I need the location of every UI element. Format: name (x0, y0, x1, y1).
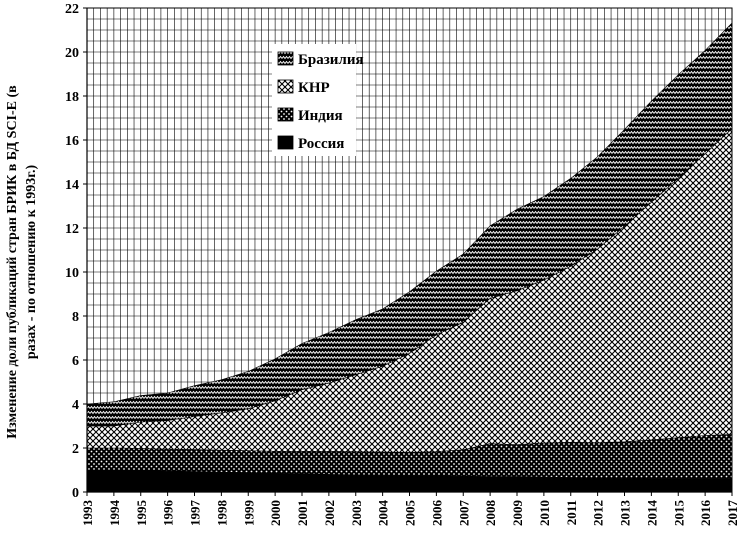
x-tick-label: 2016 (698, 500, 713, 527)
x-tick-label: 1996 (161, 500, 176, 527)
x-tick-label: 1998 (214, 500, 229, 527)
x-tick-label: 2004 (376, 500, 391, 527)
x-tick-label: 2001 (295, 500, 310, 526)
legend-label-russia: Россия (298, 136, 344, 152)
x-tick-label: 2017 (725, 500, 738, 527)
x-tick-label: 1999 (241, 500, 256, 527)
x-tick-label: 2014 (644, 500, 659, 527)
x-tick-label: 2009 (510, 500, 525, 527)
y-tick-label: 14 (65, 178, 79, 193)
legend-label-brazil: Бразилия (298, 52, 364, 68)
area-layer (86, 22, 733, 493)
x-tick-label: 1995 (134, 500, 149, 527)
x-tick-label: 2002 (322, 500, 337, 526)
legend-swatch-china (277, 79, 294, 94)
legend: Бразилия КНР Индия Россия (272, 44, 364, 156)
y-tick-label: 8 (72, 310, 79, 325)
x-tick-label: 2007 (456, 500, 471, 527)
legend-swatch-brazil (277, 51, 294, 66)
y-tick-label: 2 (72, 442, 79, 457)
x-tick-label: 2006 (429, 500, 444, 527)
x-tick-label: 2011 (564, 500, 579, 525)
y-tick-label: 20 (65, 46, 79, 61)
y-tick-label: 6 (72, 354, 79, 369)
x-tick-label: 2012 (591, 500, 606, 526)
x-tick-label: 2003 (349, 500, 364, 527)
x-tick-label: 2000 (268, 500, 283, 526)
x-tick-labels: 1993 1994 1995 1996 1997 1998 1999 2000 2001 2002… (80, 492, 738, 526)
y-tick-label: 12 (65, 222, 79, 237)
y-tick-label: 22 (65, 2, 79, 17)
x-tick-label: 2008 (483, 500, 498, 527)
y-tick-label: 10 (65, 266, 79, 281)
y-tick-label: 16 (65, 134, 79, 149)
y-axis-label: Изменение доли публикаций стран БРИК в Б… (5, 85, 20, 439)
y-axis-label-line-2: разах - по отношению к 1993г.) (24, 165, 39, 360)
y-tick-label: 4 (72, 398, 79, 413)
x-tick-label: 2010 (537, 500, 552, 526)
legend-swatch-india (277, 107, 294, 122)
x-tick-label: 2015 (671, 500, 686, 527)
x-tick-label: 1994 (107, 500, 122, 527)
legend-label-india: Индия (298, 108, 343, 124)
y-tick-labels: 0 2 4 6 8 10 12 14 16 18 20 22 (65, 2, 87, 501)
x-tick-label: 2005 (403, 500, 418, 527)
x-tick-label: 1997 (188, 500, 203, 527)
y-tick-label: 18 (65, 90, 79, 105)
y-tick-label: 0 (72, 486, 79, 501)
x-tick-label: 2013 (618, 500, 633, 527)
x-tick-label: 1993 (80, 500, 95, 527)
legend-swatch-russia (277, 135, 294, 150)
legend-label-china: КНР (298, 80, 330, 96)
